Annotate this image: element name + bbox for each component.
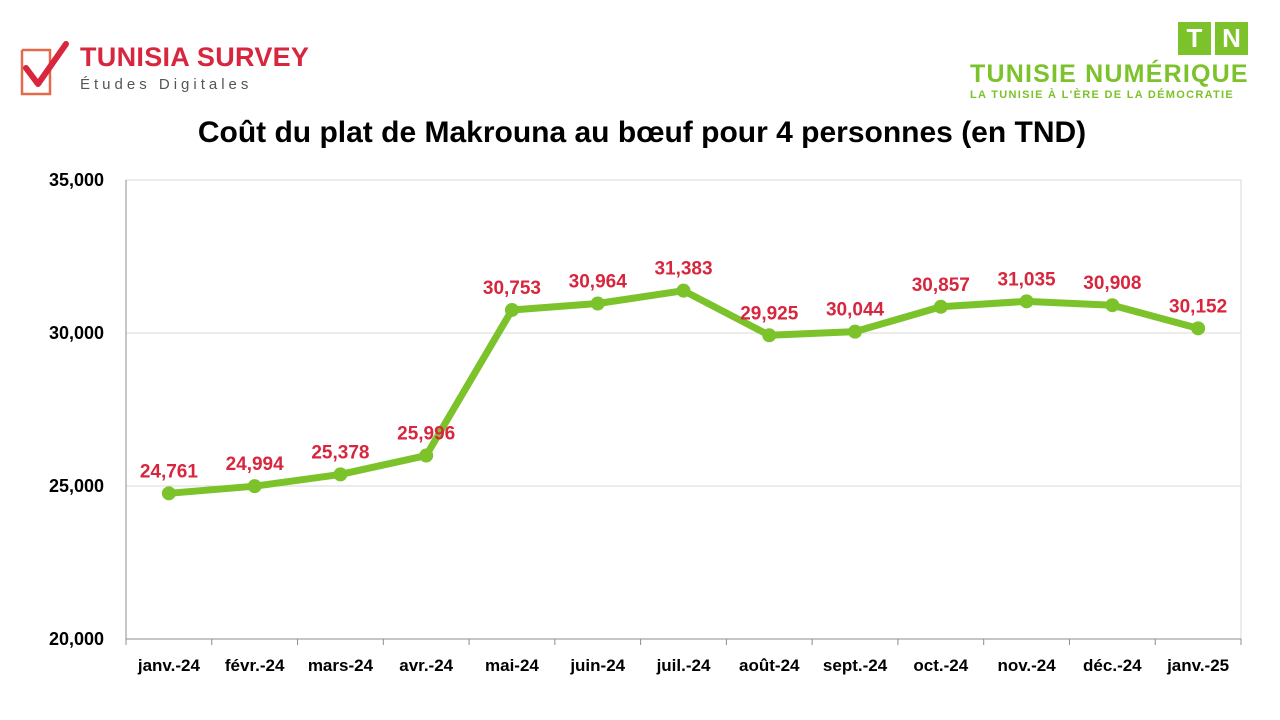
data-label: 30,908 (1083, 273, 1141, 294)
x-tick-label: nov.-24 (997, 656, 1056, 675)
data-label: 24,994 (226, 454, 285, 475)
chart-title: Coût du plat de Makrouna au bœuf pour 4 … (197, 116, 1087, 149)
x-tick-label: janv.-24 (137, 656, 201, 675)
data-label: 31,035 (998, 269, 1057, 290)
data-point (676, 283, 691, 298)
tn-badge-n: N (1215, 22, 1248, 55)
data-label: 30,964 (569, 272, 628, 293)
x-tick-label: avr.-24 (399, 656, 453, 675)
tunisia-survey-name: TUNISIA SURVEY (80, 42, 310, 72)
x-tick-label: déc.-24 (1083, 656, 1142, 675)
x-tick-label: mai-24 (485, 656, 539, 675)
tunisia-survey-tagline: Études Digitales (80, 76, 253, 93)
checkmark-logo-icon (20, 41, 69, 96)
data-point (590, 296, 605, 311)
data-label: 31,383 (654, 259, 712, 280)
data-point (247, 479, 262, 494)
data-label: 29,925 (740, 303, 799, 324)
y-tick-label: 35,000 (49, 170, 104, 190)
data-label: 30,753 (483, 278, 541, 299)
data-point (333, 467, 348, 482)
data-point (933, 299, 948, 314)
data-point (161, 486, 176, 501)
data-label: 30,857 (912, 275, 970, 296)
data-point (504, 302, 519, 317)
x-tick-label: sept.-24 (823, 656, 888, 675)
data-labels: 24,761 24,994 25,378 25,996 30,753 30,964 31,3… (140, 259, 1227, 483)
tn-badge-t: T (1178, 22, 1211, 55)
data-label: 30,152 (1169, 296, 1227, 317)
y-tick-label: 20,000 (49, 629, 104, 649)
x-tick-label: juil.-24 (656, 656, 711, 675)
x-tick-label: août-24 (739, 656, 800, 675)
data-point (1019, 294, 1034, 309)
x-tick-label: févr.-24 (225, 656, 285, 675)
plot-area-border (125, 179, 1242, 640)
data-label: 30,044 (826, 300, 885, 321)
data-point (762, 328, 777, 343)
x-tick-label: mars-24 (308, 656, 374, 675)
tunisie-numerique-tagline: LA TUNISIE À L'ÈRE DE LA DÉMOCRATIE (970, 89, 1235, 101)
x-tick-label: oct.-24 (913, 656, 968, 675)
y-tick-label: 25,000 (49, 476, 104, 496)
x-tick-label: juin-24 (569, 656, 625, 675)
data-label: 25,378 (311, 442, 369, 463)
data-point (1191, 321, 1206, 336)
x-axis-tick-labels: janv.-24 févr.-24 mars-24 avr.-24 mai-24 juin… (137, 656, 1229, 675)
series-line-group (161, 283, 1206, 501)
y-tick-label: 30,000 (49, 323, 104, 343)
y-axis-tick-labels: 20,000 25,000 30,000 35,000 (49, 170, 104, 649)
tunisia-survey-logo: TUNISIA SURVEY Études Digitales (16, 38, 336, 104)
gridlines (125, 179, 1242, 640)
axes (125, 180, 1242, 645)
data-label: 24,761 (140, 461, 199, 482)
tunisie-numerique-name: TUNISIE NUMÉRIQUE (970, 60, 1249, 88)
data-label: 25,996 (397, 424, 455, 445)
data-point (1105, 298, 1120, 313)
tunisie-numerique-logo: T N TUNISIE NUMÉRIQUE LA TUNISIE À L'ÈRE… (960, 22, 1260, 106)
data-point (848, 324, 863, 339)
data-point (419, 448, 434, 463)
x-tick-label: janv.-25 (1166, 656, 1229, 675)
